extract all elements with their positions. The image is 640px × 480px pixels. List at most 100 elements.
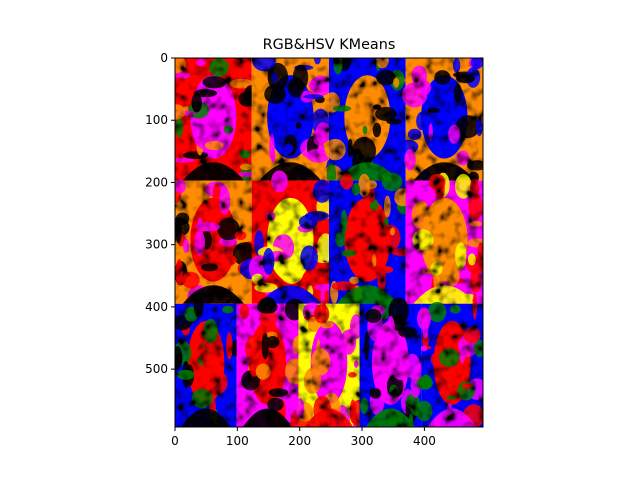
color-cluster-blob (314, 304, 330, 324)
color-cluster-blob (377, 266, 386, 292)
color-cluster-blob (255, 363, 271, 380)
color-cluster-blob (268, 388, 289, 398)
color-cluster-blob (333, 58, 343, 75)
color-cluster-blob (300, 245, 318, 271)
color-cluster-blob (264, 84, 286, 104)
color-cluster-blob (452, 58, 461, 73)
color-cluster-blob (175, 157, 195, 163)
color-cluster-blob (324, 138, 346, 161)
color-cluster-blob (445, 266, 460, 286)
color-cluster-blob (369, 387, 381, 399)
color-cluster-blob (449, 304, 461, 314)
color-cluster-blob (427, 301, 447, 323)
color-cluster-blob (383, 217, 389, 226)
axes-frame (174, 57, 484, 428)
color-cluster-blob (271, 72, 278, 83)
color-cluster-blob (360, 397, 369, 415)
color-cluster-blob (316, 339, 321, 366)
color-cluster-blob (254, 282, 278, 293)
color-cluster-blob (326, 162, 337, 187)
color-cluster-blob (211, 253, 237, 267)
color-cluster-blob (456, 73, 475, 84)
color-cluster-blob (261, 333, 269, 360)
color-cluster-blob (375, 106, 397, 121)
color-cluster-blob (352, 183, 361, 196)
color-cluster-blob (196, 58, 206, 67)
portrait-panel (323, 58, 406, 189)
color-cluster-blob (175, 117, 184, 138)
color-cluster-blob (427, 107, 441, 114)
color-cluster-blob (438, 348, 460, 368)
color-cluster-blob (259, 308, 278, 330)
color-cluster-blob (365, 309, 382, 323)
color-cluster-blob (191, 92, 202, 113)
body-region (181, 408, 231, 427)
x-tick-label: 100 (226, 434, 249, 448)
color-cluster-blob (306, 148, 330, 163)
color-cluster-blob (470, 58, 483, 69)
portrait-panel (236, 297, 305, 427)
color-cluster-blob (340, 329, 357, 355)
color-cluster-blob (469, 179, 480, 198)
color-cluster-blob (175, 72, 191, 79)
color-cluster-blob (182, 151, 209, 159)
color-cluster-blob (351, 136, 377, 166)
color-cluster-blob (234, 230, 247, 241)
color-cluster-blob (204, 140, 224, 151)
color-cluster-blob (176, 369, 195, 380)
color-cluster-blob (398, 326, 418, 338)
color-cluster-blob (376, 69, 396, 86)
color-cluster-blob (349, 276, 360, 285)
color-cluster-blob (191, 388, 213, 409)
color-cluster-blob (347, 138, 353, 158)
color-cluster-blob (295, 397, 305, 419)
color-cluster-blob (383, 195, 391, 218)
color-cluster-blob (331, 281, 357, 291)
color-cluster-blob (364, 331, 370, 361)
color-cluster-blob (358, 173, 371, 198)
color-cluster-blob (410, 371, 421, 398)
color-cluster-blob (448, 124, 461, 144)
color-cluster-blob (420, 345, 428, 352)
color-cluster-blob (292, 64, 309, 91)
portrait-panel (290, 301, 369, 427)
color-cluster-blob (462, 382, 472, 390)
portrait-panel (175, 294, 242, 427)
color-cluster-blob (455, 242, 467, 270)
color-cluster-blob (362, 125, 368, 135)
color-cluster-blob (388, 297, 409, 325)
color-cluster-blob (467, 160, 483, 171)
body-region (365, 408, 416, 427)
x-tick-label: 300 (351, 434, 374, 448)
color-cluster-blob (252, 58, 276, 72)
color-cluster-blob (175, 104, 186, 120)
color-cluster-blob (405, 393, 420, 410)
color-cluster-blob (472, 292, 477, 320)
color-cluster-blob (217, 217, 240, 241)
y-tick-label: 400 (145, 300, 168, 314)
color-cluster-blob (262, 247, 275, 275)
color-cluster-blob (271, 170, 288, 193)
color-cluster-blob (202, 344, 208, 372)
color-cluster-blob (469, 220, 483, 227)
color-cluster-blob (266, 336, 280, 349)
color-cluster-blob (182, 238, 190, 254)
color-cluster-blob (229, 78, 254, 89)
color-cluster-blob (282, 143, 294, 154)
portrait-panel (239, 170, 335, 307)
color-cluster-blob (446, 395, 457, 400)
chart-title: RGB&HSV KMeans (263, 37, 396, 53)
portrait-panel (405, 172, 483, 308)
color-cluster-blob (407, 128, 422, 141)
color-cluster-blob (434, 70, 451, 85)
color-cluster-blob (239, 163, 252, 171)
color-cluster-blob (200, 263, 219, 272)
color-cluster-blob (332, 105, 352, 112)
y-tick-label: 100 (145, 113, 168, 127)
color-cluster-blob (215, 109, 228, 129)
color-cluster-blob (219, 186, 231, 215)
color-cluster-blob (353, 360, 359, 368)
color-cluster-blob (209, 370, 228, 394)
color-cluster-blob (415, 400, 433, 422)
color-cluster-blob (386, 316, 395, 343)
